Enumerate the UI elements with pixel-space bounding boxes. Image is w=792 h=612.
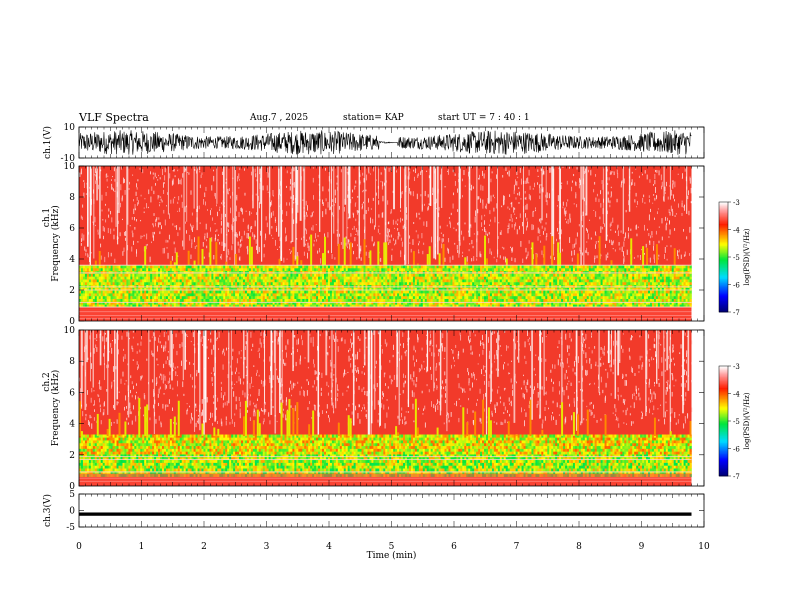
y-axis-label-channel: ch.2	[42, 372, 52, 391]
y-tick-label-ch2-spectrogram: 2	[69, 451, 75, 461]
y-axis-label-frequency: Frequency (kHz)	[50, 370, 61, 447]
y-tick-label-ch3-waveform: 5	[69, 490, 75, 500]
x-tick-label: 4	[326, 542, 332, 552]
y-tick-label-ch1-waveform: -10	[61, 154, 76, 164]
date-label: Aug.7 , 2025	[250, 113, 309, 123]
colorbar-tick-label: -4	[733, 227, 740, 235]
ch2-spectrogram-image	[79, 330, 693, 486]
colorbar-tick-label: -5	[733, 254, 740, 262]
y-tick-label-ch2-spectrogram: 6	[69, 388, 75, 398]
x-tick-label: 10	[698, 542, 710, 552]
y-tick-label-ch3-waveform: 0	[69, 507, 75, 517]
x-tick-label: 9	[639, 542, 645, 552]
y-tick-label-ch2-spectrogram: 10	[64, 326, 76, 336]
start-ut-label: start UT = 7 : 40 : 1	[438, 113, 530, 123]
y-tick-label-ch1-spectrogram: 6	[69, 224, 75, 234]
colorbar-label: log(PSD)(V²/Hz)	[743, 392, 751, 449]
y-tick-label-ch2-spectrogram: 8	[69, 357, 75, 367]
colorbar-tick-label: -7	[733, 309, 740, 317]
x-tick-label: 3	[264, 542, 270, 552]
x-tick-label: 5	[389, 542, 395, 552]
colorbar-tick-label: -4	[733, 391, 740, 399]
colorbar-tick-label: -6	[733, 282, 740, 290]
y-tick-label-ch1-spectrogram: 0	[69, 317, 75, 327]
x-tick-label: 2	[201, 542, 207, 552]
x-tick-label: 1	[139, 542, 145, 552]
colorbar-tick-label: -3	[733, 199, 740, 207]
station-label: station= KAP	[343, 113, 404, 123]
y-axis-label-channel: ch.1	[42, 208, 52, 227]
ch3-waveform-trace	[79, 512, 692, 516]
chart-title: VLF Spectra	[79, 111, 149, 124]
x-axis-label: Time (min)	[367, 550, 417, 561]
y-tick-label-ch1-spectrogram: 2	[69, 286, 75, 296]
y-axis-label-waveform: ch.3(V)	[42, 494, 53, 527]
colorbar-tick-label: -5	[733, 418, 740, 426]
y-tick-label-ch3-waveform: -5	[66, 523, 75, 533]
y-axis-label-waveform: ch.1(V)	[42, 126, 53, 159]
colorbar-2: -3 -4 -5 -6 -7 log(PSD)(V²/Hz)	[718, 363, 751, 481]
colorbar-tick-label: -7	[733, 473, 740, 481]
y-tick-label-ch2-spectrogram: 0	[69, 482, 75, 492]
colorbar-tick-label: -6	[733, 446, 740, 454]
x-tick-label: 8	[576, 542, 582, 552]
x-tick-label: 0	[76, 542, 82, 552]
x-tick-label: 6	[451, 542, 457, 552]
x-tick-label: 7	[514, 542, 520, 552]
y-tick-label-ch2-spectrogram: 4	[69, 420, 75, 430]
colorbar-tick-label: -3	[733, 363, 740, 371]
colorbar-label: log(PSD)(V²/Hz)	[743, 228, 751, 285]
ch1-spectrogram-image	[79, 166, 693, 321]
y-tick-label-ch1-waveform: 10	[64, 123, 76, 133]
ch1-waveform-trace	[78, 130, 692, 155]
y-tick-label-ch1-spectrogram: 8	[69, 193, 75, 203]
y-axis-label-frequency: Frequency (kHz)	[50, 205, 61, 282]
colorbar-1: -3 -4 -5 -6 -7 log(PSD)(V²/Hz)	[718, 199, 751, 317]
y-tick-label-ch1-spectrogram: 4	[69, 255, 75, 265]
y-tick-label-ch1-spectrogram: 10	[64, 162, 76, 172]
